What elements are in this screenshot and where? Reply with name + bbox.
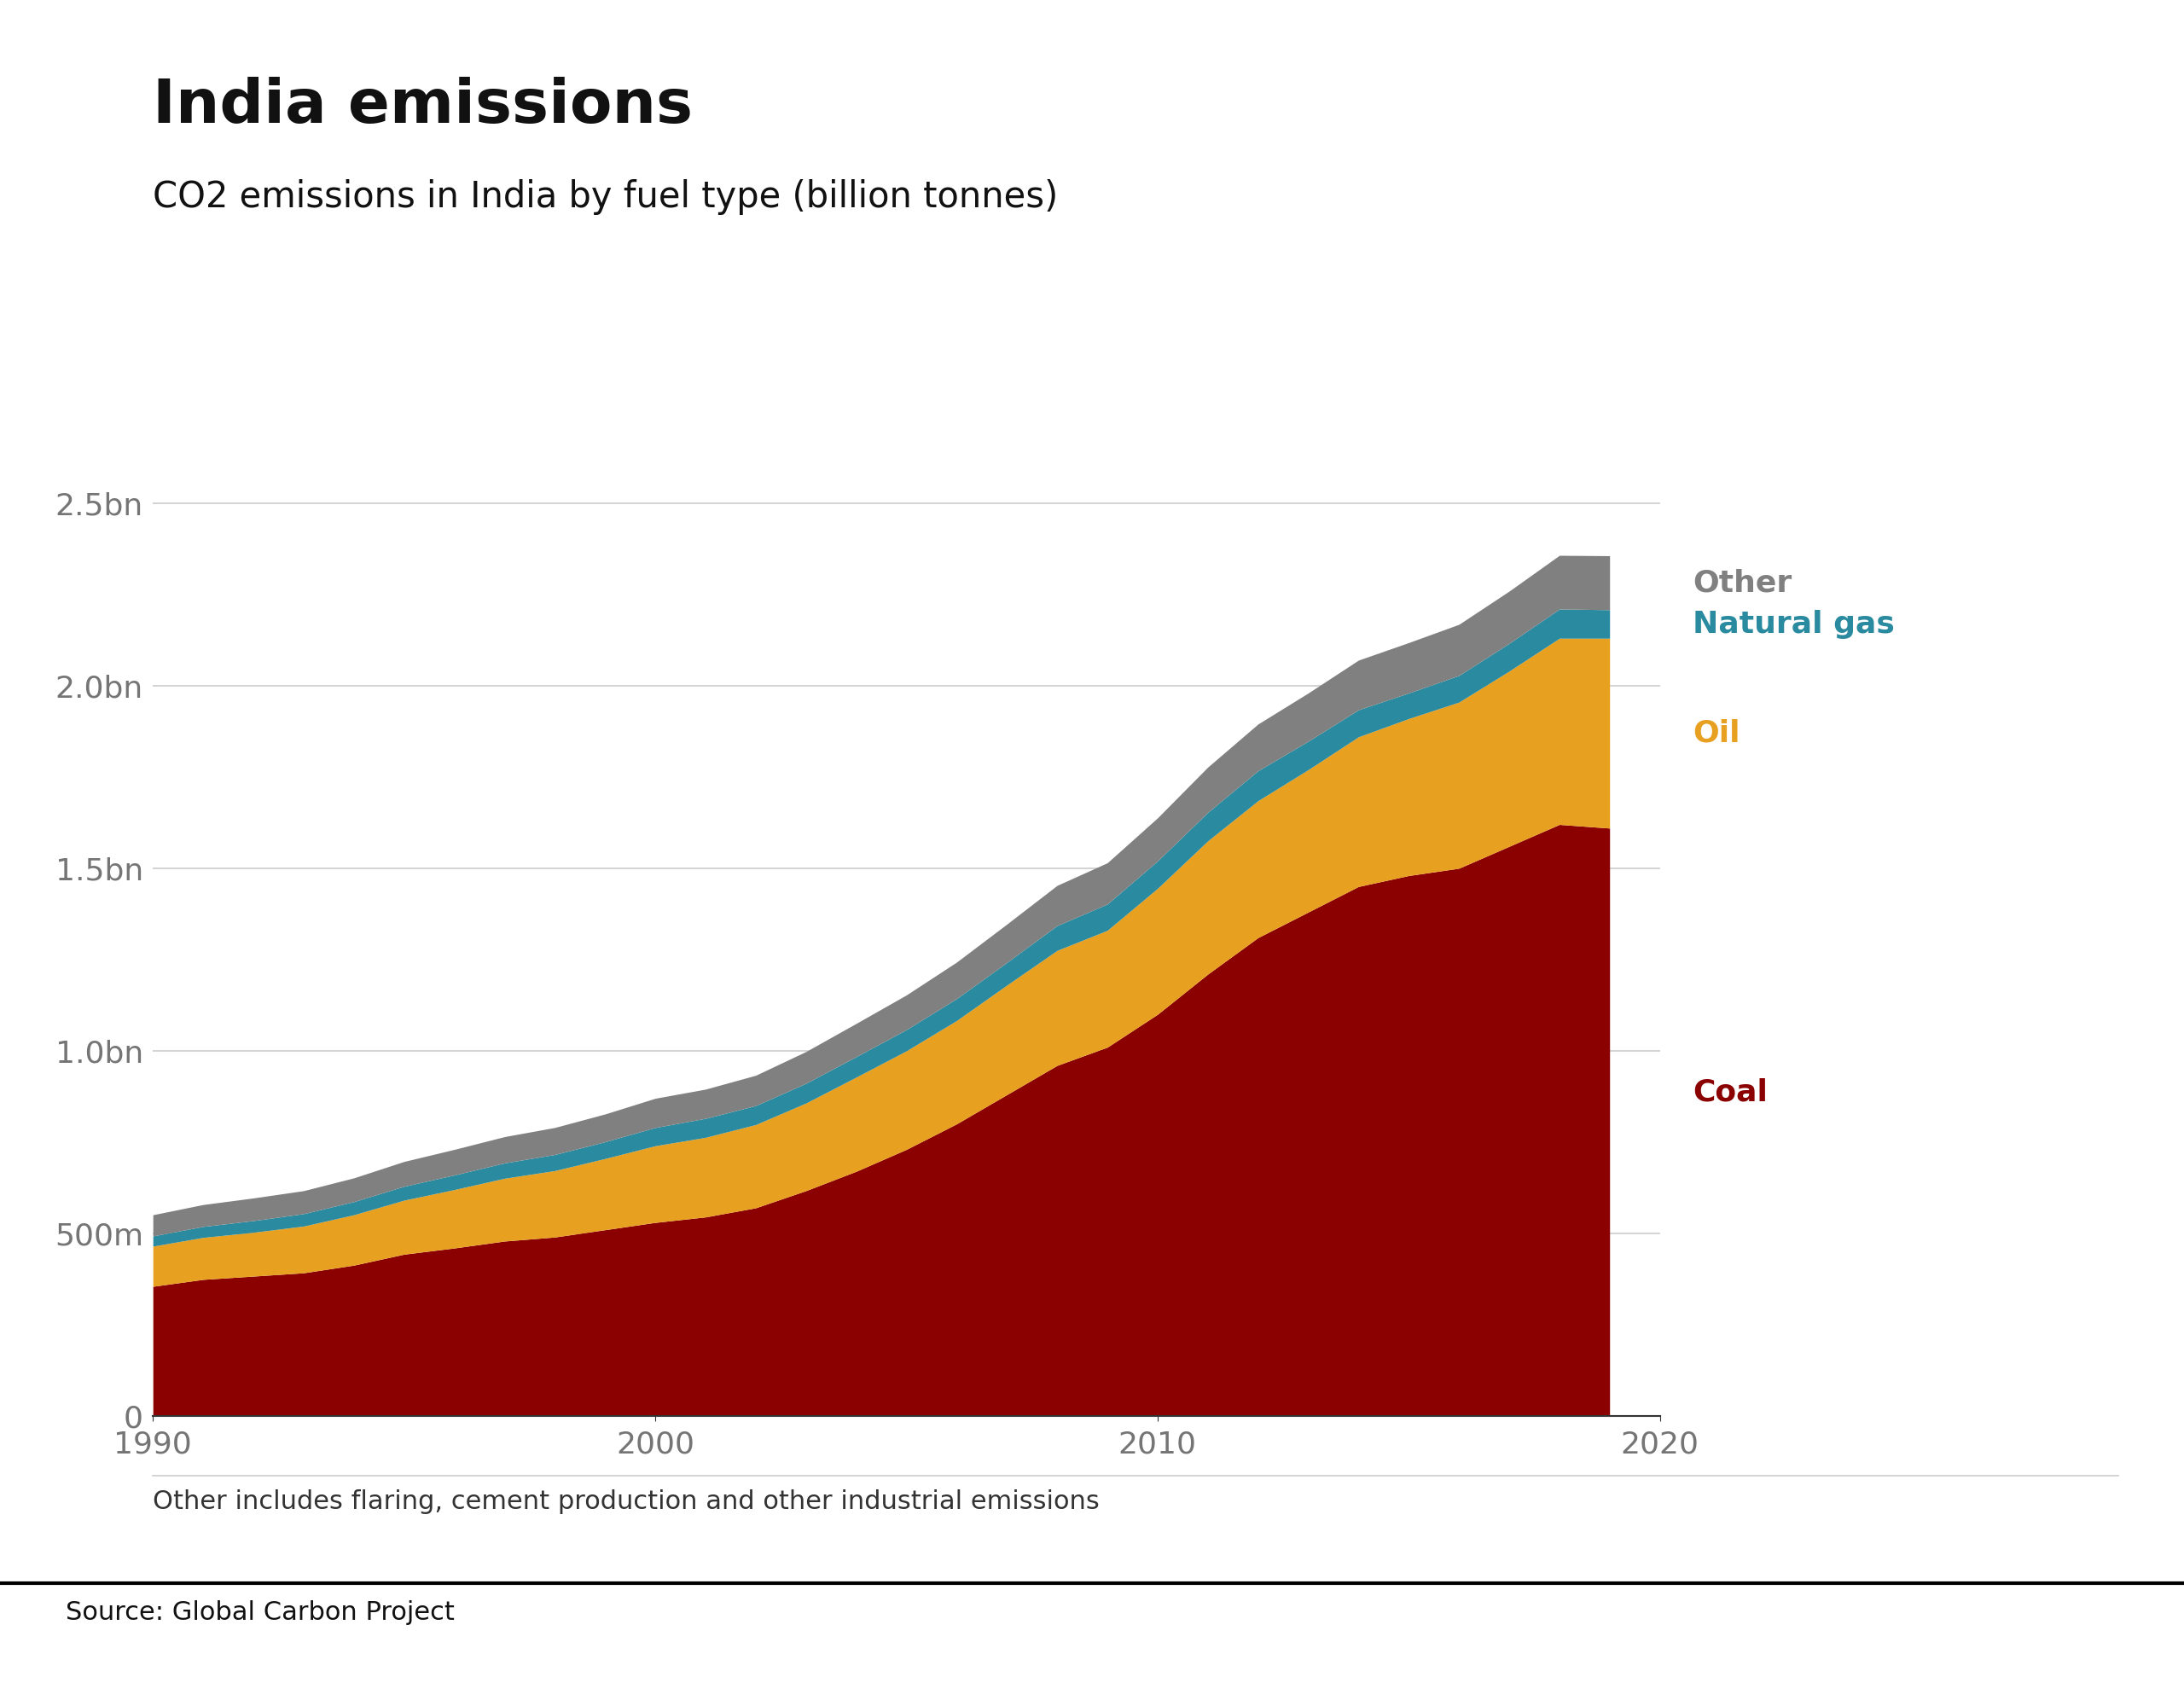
Text: Other: Other [1693,568,1791,597]
Text: CO2 emissions in India by fuel type (billion tonnes): CO2 emissions in India by fuel type (bil… [153,179,1059,215]
Text: Natural gas: Natural gas [1693,609,1896,638]
Text: Coal: Coal [1693,1078,1767,1107]
Text: C: C [2057,1631,2079,1658]
Text: Oil: Oil [1693,718,1741,747]
Text: Other includes flaring, cement production and other industrial emissions: Other includes flaring, cement productio… [153,1489,1099,1515]
Text: B: B [1870,1631,1891,1658]
Text: India emissions: India emissions [153,77,692,136]
Text: B: B [1963,1631,1985,1658]
Text: Source: Global Carbon Project: Source: Global Carbon Project [66,1600,454,1624]
